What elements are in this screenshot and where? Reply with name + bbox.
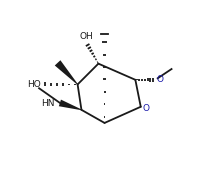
Text: HN: HN xyxy=(41,99,54,108)
Text: OH: OH xyxy=(80,31,94,41)
Polygon shape xyxy=(55,60,78,85)
Text: O: O xyxy=(156,75,163,84)
Polygon shape xyxy=(59,100,82,110)
Text: HO: HO xyxy=(27,80,41,89)
Text: O: O xyxy=(142,104,149,113)
